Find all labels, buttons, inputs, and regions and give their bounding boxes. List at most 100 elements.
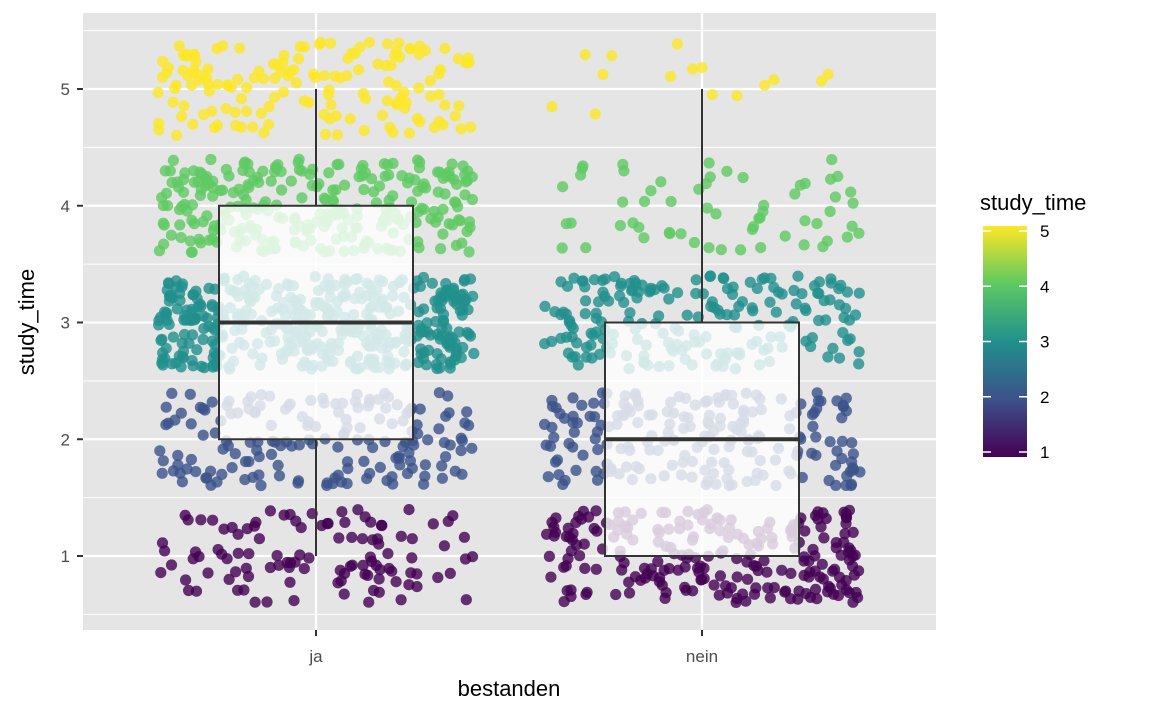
data-point [721,165,733,177]
x-axis: ja nein [308,630,718,666]
data-point [639,572,651,584]
data-point [665,70,677,83]
data-point [463,57,475,69]
data-point [316,519,328,532]
data-point [413,82,425,94]
data-point [579,49,591,61]
data-point [539,300,551,312]
data-point [573,510,585,522]
data-point [817,507,829,519]
data-point [159,306,171,318]
data-point [833,299,846,311]
data-point [373,573,385,585]
data-point [465,121,477,133]
data-point [579,562,591,575]
data-point [156,537,169,549]
data-point [852,592,864,604]
data-point [437,314,449,326]
data-point [846,220,858,232]
data-point [747,305,759,317]
data-point [610,588,622,601]
data-point [816,558,828,570]
data-point [460,594,472,606]
data-point [790,298,802,310]
data-point [192,175,204,188]
data-point [664,228,676,240]
data-point [580,351,592,363]
data-point [237,164,249,176]
data-point [752,564,764,577]
legend-label: 2 [1040,388,1049,407]
data-point [458,531,470,543]
data-point [395,594,407,606]
data-point [776,564,788,576]
data-point [427,518,439,530]
data-point [577,449,589,461]
data-point [401,467,414,480]
data-point [543,550,556,563]
data-point [207,514,219,526]
data-point [614,290,626,302]
data-point [571,417,583,429]
data-point [449,110,461,122]
data-point [755,242,767,254]
data-point [452,201,464,213]
data-point [589,433,601,445]
data-point [624,307,636,319]
data-point [444,170,456,182]
data-point [178,314,190,326]
data-point [545,571,557,583]
data-point [717,272,729,284]
data-point [414,280,426,292]
data-point [197,429,209,441]
data-point [273,559,285,571]
data-point [183,337,195,349]
jittered-points [152,36,866,609]
data-point [171,303,183,315]
data-point [599,273,611,285]
data-point [792,270,804,282]
data-point [813,314,825,327]
data-point [696,62,708,74]
data-point [768,582,780,594]
data-point [546,101,558,113]
data-point [414,116,426,128]
data-point [293,439,305,451]
data-point [645,185,657,197]
data-point [205,465,217,477]
data-point [829,563,841,576]
data-point [456,237,468,249]
data-point [737,171,749,184]
data-point [740,595,752,607]
data-point [563,316,575,328]
data-point [645,282,657,294]
data-point [813,276,826,288]
data-point [178,100,190,112]
data-point [568,272,580,284]
data-point [288,595,300,607]
data-point [578,538,590,550]
data-point [403,504,415,516]
data-point [727,281,739,293]
data-point [592,474,604,486]
data-point [451,347,463,359]
data-point [557,478,569,490]
data-point [176,110,188,123]
data-point [690,287,702,300]
data-point [803,571,815,583]
data-point [212,544,224,556]
data-point [546,400,559,412]
data-point [638,562,651,574]
y-tick-label: 5 [61,80,70,99]
data-point [826,154,838,166]
data-point [225,81,237,93]
data-point [590,505,602,517]
data-point [434,166,446,178]
data-point [195,360,207,372]
data-point [163,318,175,330]
data-point [319,194,332,206]
legend-ticks: 5 4 3 2 1 [983,222,1049,462]
data-point [750,582,762,594]
data-point [595,419,607,431]
